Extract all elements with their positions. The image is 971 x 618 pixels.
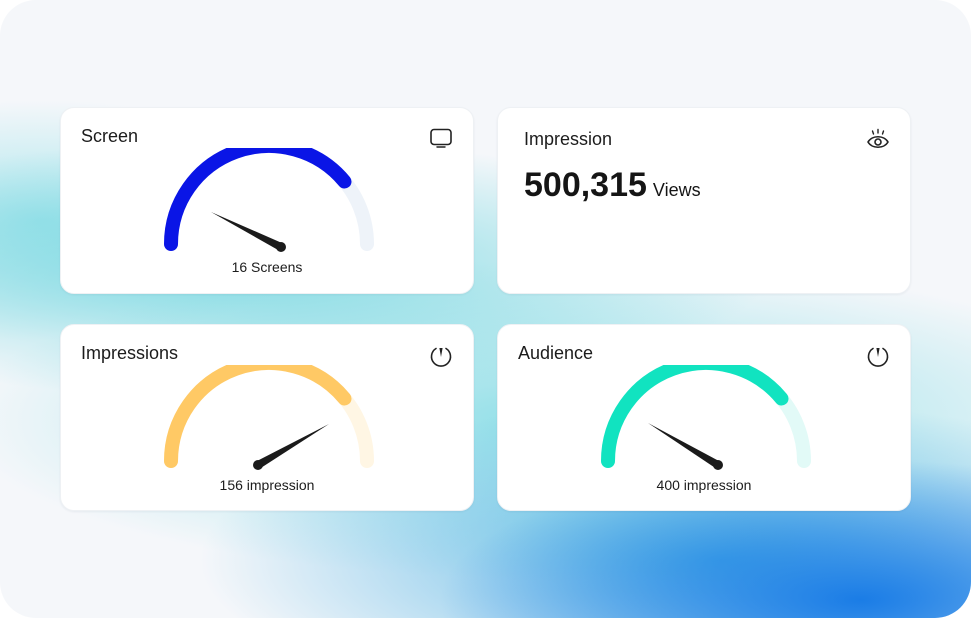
screen-gauge [164,148,374,252]
screen-card: Screen 16 Screens [60,107,474,294]
card-title: Impression [524,129,613,149]
audience-card: Audience 400 impression [497,324,911,511]
card-title: Screen [81,126,139,146]
views-count: 500,315 [524,166,647,204]
gauge-track [164,148,374,251]
gauge-hub [253,460,263,470]
gauge-needle [648,423,721,469]
gauge-fill [601,365,789,468]
eye-icon[interactable] [866,128,890,152]
screen-icon[interactable] [429,126,453,150]
impression-card: Impression 500,315 Views [497,107,911,294]
gauge-needle [256,424,329,469]
gauge-hub [276,242,286,252]
gauge-fill [164,148,352,251]
gauge-hub [713,460,723,470]
card-title: Audience [518,343,594,363]
impressions-gauge [164,365,374,470]
gauge-value-label: 16 Screens [231,259,303,275]
card-title: Impressions [81,343,179,363]
views-unit: Views [652,180,701,200]
gauge-value-label: 156 impression [219,477,315,493]
gauge-track [601,365,811,468]
gauge-icon[interactable] [866,344,890,368]
gauge-value-label: 400 impression [656,477,752,493]
gauge-needle [211,212,283,251]
impressions-card: Impressions 156 impression [60,324,474,511]
gauge-fill [164,365,352,468]
audience-gauge [601,365,811,470]
gauge-icon[interactable] [429,344,453,368]
impression-value: 500,315 Views [524,166,701,205]
gauge-track [164,365,374,468]
